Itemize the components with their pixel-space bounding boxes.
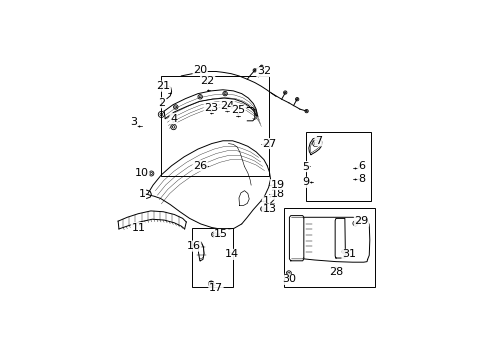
Text: 8: 8 xyxy=(357,174,365,184)
Text: 26: 26 xyxy=(193,161,207,171)
Text: 7: 7 xyxy=(314,136,322,146)
Text: 30: 30 xyxy=(281,274,295,284)
Text: 1: 1 xyxy=(138,189,145,199)
Text: 20: 20 xyxy=(193,64,207,75)
Text: 32: 32 xyxy=(256,67,270,76)
Text: 12: 12 xyxy=(262,196,276,206)
Bar xyxy=(160,76,268,176)
Bar xyxy=(305,132,370,201)
Text: 6: 6 xyxy=(357,161,364,171)
Text: 4: 4 xyxy=(170,114,177,123)
Bar xyxy=(284,208,375,287)
Text: 31: 31 xyxy=(341,249,355,260)
Text: 21: 21 xyxy=(156,81,170,91)
Text: 14: 14 xyxy=(224,249,238,260)
Text: 28: 28 xyxy=(328,267,343,277)
Text: 2: 2 xyxy=(158,98,164,108)
Text: 15: 15 xyxy=(214,229,227,239)
Text: 19: 19 xyxy=(270,180,284,190)
Text: 11: 11 xyxy=(131,222,145,233)
Bar xyxy=(192,228,232,287)
Text: 27: 27 xyxy=(262,139,276,149)
Text: 5: 5 xyxy=(302,162,309,172)
Text: 25: 25 xyxy=(231,105,244,115)
Text: 10: 10 xyxy=(135,168,149,179)
Text: 16: 16 xyxy=(186,241,201,251)
Text: 18: 18 xyxy=(270,189,284,199)
Text: 17: 17 xyxy=(208,283,223,293)
Text: 23: 23 xyxy=(204,103,218,113)
Text: 22: 22 xyxy=(200,76,214,86)
Text: 24: 24 xyxy=(220,100,234,111)
Text: 13: 13 xyxy=(262,204,276,214)
Text: 3: 3 xyxy=(130,117,137,127)
Text: 29: 29 xyxy=(354,216,368,226)
Text: 9: 9 xyxy=(302,177,309,187)
